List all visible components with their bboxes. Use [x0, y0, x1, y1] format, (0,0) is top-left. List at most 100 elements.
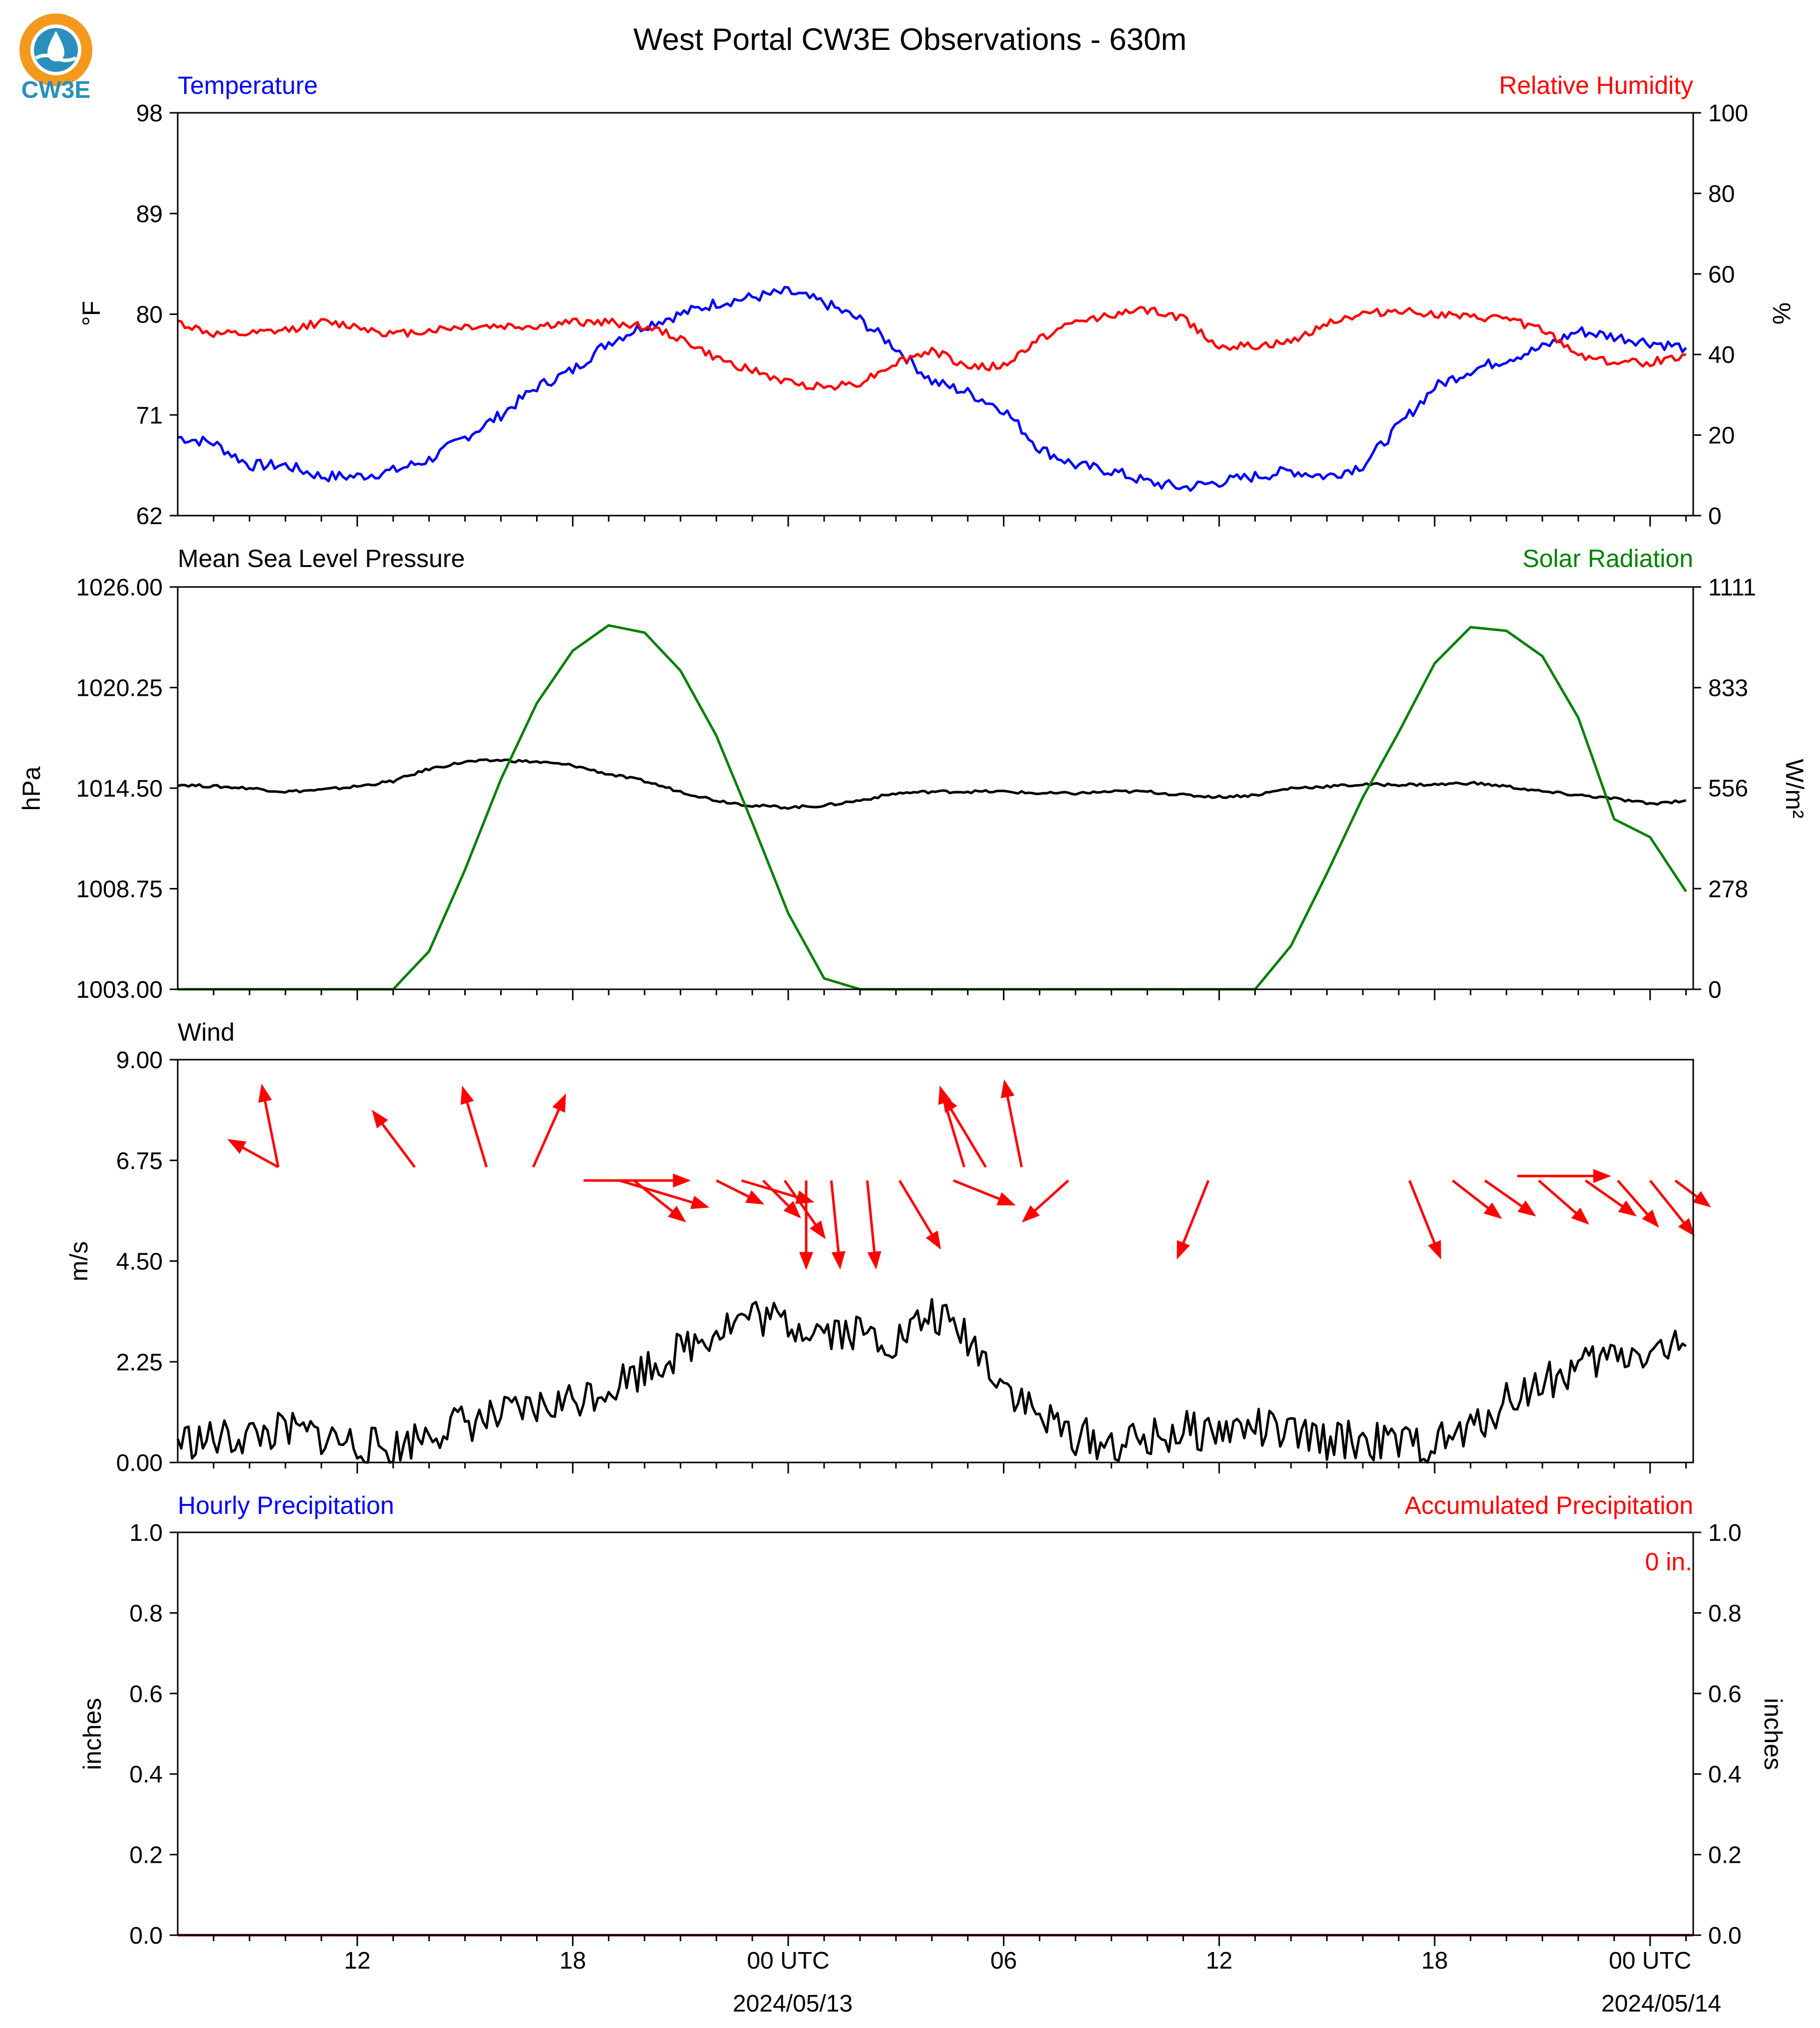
- pressure-solar-axes: 1003.00 1008.75 1014.50 1020.25 1026.00 0 278 5…: [76, 575, 1756, 1003]
- wind-left-tick-label: 0.00: [116, 1450, 163, 1476]
- temperature-humidity-temperature-line: [177, 286, 1687, 492]
- wind-axes: 0.00 2.25 4.50 6.75 9.00: [116, 1047, 1687, 1476]
- temperature-humidity-right-tick-label: 40: [1708, 342, 1735, 368]
- wind-arrow-shaft: [633, 1179, 679, 1217]
- wind-arrow-head: [690, 1195, 710, 1209]
- precipitation-left-tick-label: 0.4: [129, 1761, 163, 1788]
- wind-arrow-head: [371, 1110, 388, 1129]
- temperature-plot-frame: [177, 112, 1694, 517]
- pressure-solar-right-tick-label: 1111: [1708, 575, 1756, 601]
- accum-precip-label: Accumulated Precipitation: [1405, 1491, 1693, 1519]
- wind-arrow-head: [831, 1251, 846, 1270]
- wind-arrow-shaft: [1028, 1179, 1069, 1217]
- wind-arrow-shaft: [1452, 1179, 1495, 1214]
- wind-arrow-shaft: [953, 1179, 1007, 1203]
- wind-arrow-head: [783, 1200, 801, 1219]
- humidity-panel-label: Relative Humidity: [1499, 71, 1693, 99]
- wind-arrow-head: [745, 1190, 765, 1205]
- wind-arrow-shaft: [464, 1095, 488, 1167]
- precipitation-right-tick-label: 0.8: [1708, 1600, 1742, 1627]
- pressure-plot-frame: [177, 586, 1694, 990]
- temperature-panel-label: Temperature: [178, 71, 318, 99]
- temperature-humidity-left-tick-label: 62: [136, 503, 163, 530]
- wind-arrow-shaft: [1408, 1180, 1439, 1251]
- wind-arrow-shaft: [532, 1102, 563, 1168]
- wind-left-tick-label: 9.00: [116, 1047, 163, 1074]
- pressure-panel-label: Mean Sea Level Pressure: [178, 545, 465, 573]
- temperature-axis-label: °F: [77, 301, 105, 326]
- pressure-solar-right-tick-label: 278: [1708, 876, 1748, 902]
- wind-arrow-shaft: [1179, 1180, 1210, 1251]
- wind-arrow-head: [799, 1252, 814, 1270]
- pressure-solar-right-tick-label: 0: [1708, 977, 1722, 1003]
- wind-arrow-head: [1642, 1209, 1659, 1228]
- time-tick-label: 00 UTC: [747, 1948, 829, 1974]
- wind-arrow-shaft: [946, 1102, 987, 1168]
- temperature-humidity-series: [177, 286, 1687, 492]
- time-tick-label: 18: [1421, 1948, 1448, 1974]
- cw3e-logo: CW3E: [19, 13, 92, 103]
- precipitation-right-tick-label: 0.6: [1708, 1681, 1742, 1708]
- wind-arrow-head: [1692, 1191, 1711, 1207]
- wind-arrow-shaft: [262, 1093, 280, 1167]
- precipitation-right-tick-label: 0.0: [1708, 1923, 1742, 1949]
- wind-arrow-head: [1428, 1240, 1441, 1260]
- temperature-humidity-left-tick-label: 89: [136, 201, 163, 228]
- temperature-humidity-panel: Temperature Relative Humidity °F % 62 71 8…: [77, 71, 1796, 530]
- date-label-0513: 2024/05/13: [733, 1991, 853, 2017]
- temperature-humidity-right-tick-label: 0: [1708, 503, 1722, 530]
- precipitation-left-tick-label: 0.8: [129, 1600, 163, 1627]
- wind-arrow-head: [809, 1220, 826, 1239]
- pressure-solar-panel: Mean Sea Level Pressure Solar Radiation …: [17, 545, 1809, 1003]
- wind-arrow-head: [667, 1205, 686, 1223]
- pressure-axis-label: hPa: [17, 766, 45, 811]
- wind-arrow-head: [996, 1192, 1016, 1206]
- wind-arrow-shaft: [376, 1117, 416, 1168]
- humidity-axis-label: %: [1768, 302, 1796, 324]
- pressure-solar-left-tick-label: 1014.50: [76, 776, 163, 802]
- temperature-humidity-axes: 62 71 80 89 98 0 20 40 60 80 100: [136, 100, 1748, 530]
- temperature-humidity-right-tick-label: 20: [1708, 423, 1735, 449]
- wind-arrow-head: [552, 1093, 566, 1113]
- temperature-humidity-left-tick-label: 98: [136, 100, 163, 127]
- pressure-solar-left-tick-label: 1003.00: [76, 977, 163, 1003]
- wind-arrow-shaft: [1617, 1179, 1654, 1221]
- temperature-humidity-relative-humidity-line: [177, 305, 1686, 391]
- wind-arrow-head: [1517, 1200, 1536, 1217]
- time-tick-label: 18: [560, 1948, 586, 1974]
- wind-arrow-shaft: [1484, 1179, 1529, 1212]
- precipitation-left-tick-label: 1.0: [129, 1520, 163, 1546]
- wind-panel: Wind m/s 0.00 2.25 4.50 6.75 9.00: [65, 1018, 1711, 1476]
- pressure-solar-right-tick-label: 833: [1708, 675, 1748, 702]
- wind-arrow-shaft: [1537, 1179, 1583, 1219]
- pressure-solar-left-tick-label: 1020.25: [76, 675, 163, 702]
- wind-arrow-head: [925, 1230, 941, 1250]
- wind-arrow-head: [1618, 1200, 1637, 1217]
- wind-arrow-head: [227, 1139, 247, 1154]
- precipitation-panel: Hourly Precipitation Accumulated Precipi…: [78, 1491, 1787, 1949]
- wind-arrow-head: [1177, 1240, 1190, 1260]
- wind-panel-label: Wind: [178, 1018, 235, 1046]
- precipitation-left-tick-label: 0.2: [129, 1842, 163, 1869]
- pressure-solar-left-tick-label: 1008.75: [76, 876, 163, 903]
- time-tick-label: 06: [990, 1948, 1017, 1974]
- temperature-humidity-right-tick-label: 60: [1708, 262, 1735, 288]
- wind-arrow-head: [673, 1173, 691, 1188]
- accum-precip-total: 0 in.: [1645, 1548, 1692, 1576]
- precip-right-axis-label: inches: [1759, 1698, 1787, 1770]
- wind-arrow-shaft: [866, 1180, 877, 1260]
- time-tick-label: 12: [1206, 1948, 1232, 1974]
- wind-arrow-head: [1571, 1207, 1589, 1225]
- wind-arrow-head: [942, 1094, 957, 1114]
- solar-axis-label: W/m²: [1781, 759, 1809, 818]
- precipitation-axes: 0.0 0.2 0.4 0.6 0.8 1.0 0.0 0.2 0.4 0.6 0.8 1.0: [129, 1520, 1741, 1949]
- wind-arrow-head: [258, 1084, 272, 1103]
- wind-arrow-head: [460, 1086, 474, 1105]
- temperature-humidity-right-tick-label: 80: [1708, 181, 1735, 207]
- wind-arrow-shaft: [619, 1179, 700, 1206]
- wind-plot-frame: [177, 1059, 1694, 1463]
- temperature-humidity-left-tick-label: 71: [136, 402, 163, 429]
- wind-arrow-head: [1000, 1079, 1015, 1099]
- wind-direction-arrows: [227, 1079, 1711, 1270]
